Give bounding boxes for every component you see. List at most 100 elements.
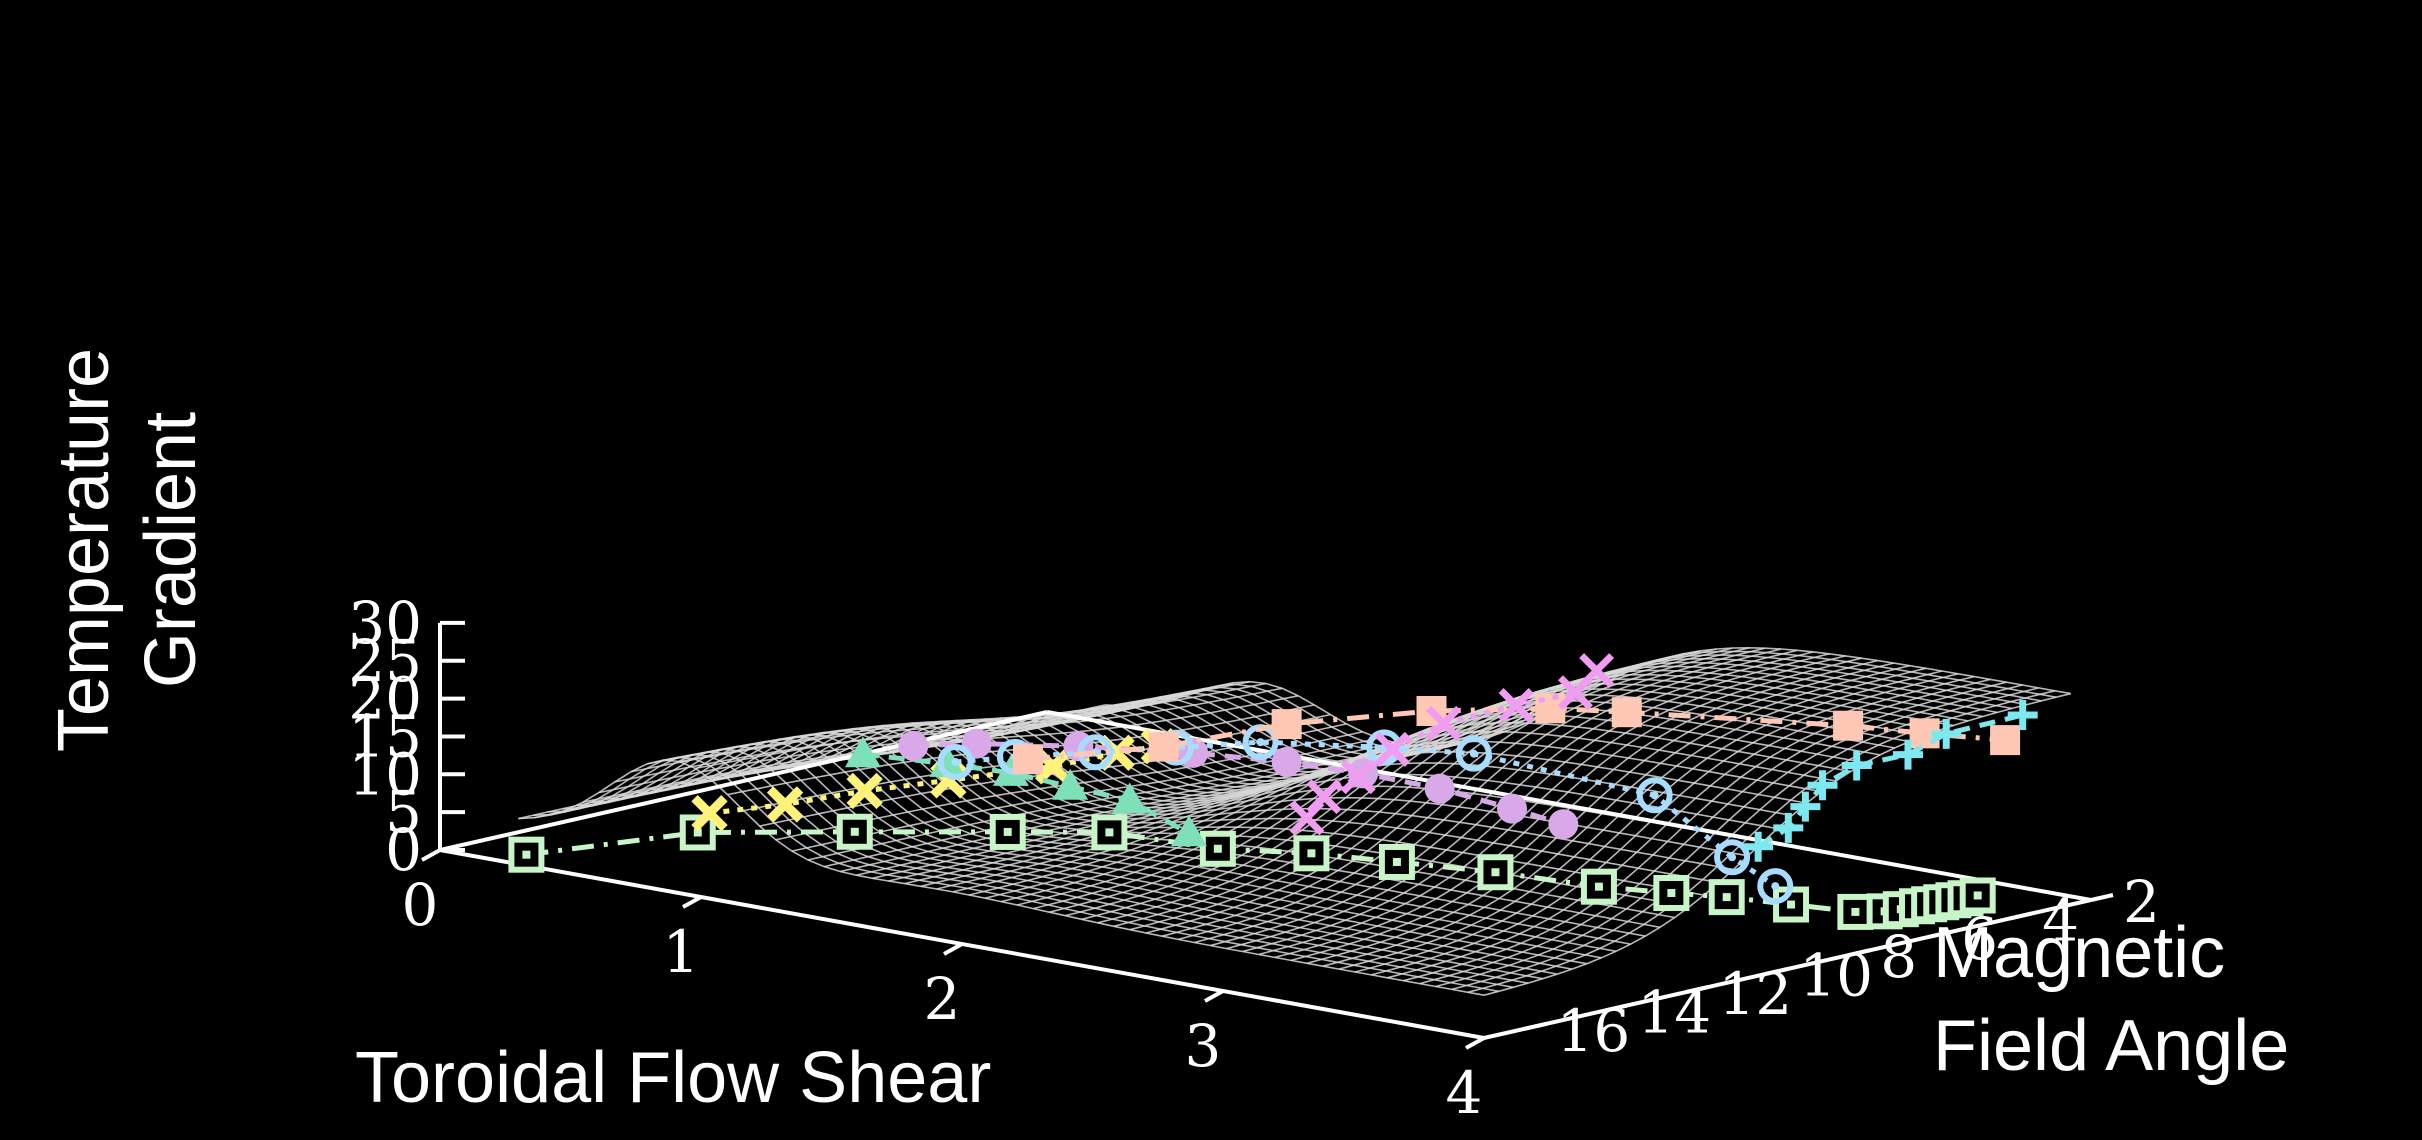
surface-grid-line [695, 687, 1283, 770]
data-point [1271, 709, 1302, 740]
data-point [1455, 735, 1492, 772]
y-tick-mark [1847, 948, 1871, 958]
data-point-center [693, 828, 702, 837]
z-tick-label: 5 [385, 778, 422, 846]
surface-grid-line [1290, 659, 1878, 962]
data-point [898, 730, 929, 761]
surface-grid-line [679, 682, 1267, 763]
y-tick-label: 2 [2123, 868, 2160, 936]
data-point [1743, 831, 1774, 862]
data-point-center [1722, 893, 1731, 902]
z-axis-label-line1: Temperature [44, 348, 124, 752]
data-point [1498, 687, 1534, 723]
data-point [929, 745, 966, 777]
data-point [846, 772, 883, 810]
data-point [1579, 653, 1615, 689]
data-point [1892, 739, 1923, 770]
data-point [2007, 700, 2038, 731]
data-point-center [951, 757, 960, 766]
data-point [691, 795, 728, 832]
data-point-center [1851, 907, 1860, 916]
data-point-center [1728, 853, 1737, 862]
data-point [1931, 718, 1962, 749]
surface-grid-line [759, 723, 1347, 827]
data-point-center [1973, 891, 1982, 900]
x-tick-label: 1 [663, 918, 700, 986]
x-tick-label: 3 [1185, 1012, 1222, 1080]
surface-grid-line [984, 699, 1572, 899]
data-point-center [850, 827, 859, 836]
x-tick-label: 4 [1446, 1059, 1483, 1127]
data-point [1497, 793, 1528, 824]
surface-grid-line [968, 707, 1556, 896]
surface-grid-line [1210, 649, 1798, 947]
surface-grid-line [1258, 655, 1846, 956]
data-point [1306, 779, 1342, 815]
surface-grid-line [1226, 651, 1814, 950]
z-tick-label: 15 [348, 702, 422, 770]
surface-grid-line [1387, 675, 1975, 979]
surface-grid-line [1306, 662, 1894, 965]
data-point [989, 813, 1026, 850]
y-tick-label: 8 [1880, 923, 1917, 991]
z-tick-label: 30 [348, 589, 422, 657]
data-point-center [1392, 857, 1401, 866]
y-tick-label: 10 [1799, 942, 1873, 1010]
data-point [1378, 843, 1415, 880]
data-point [1837, 893, 1874, 930]
data-point [1111, 782, 1148, 814]
surface-grid-line [1000, 690, 1589, 903]
surface-grid-line [920, 730, 1508, 888]
base-edge-back-left [439, 710, 1048, 852]
z-tick-label: 0 [385, 816, 422, 884]
data-point [766, 786, 804, 823]
data-point [1714, 839, 1751, 876]
data-point [1340, 759, 1376, 795]
series-6 [1289, 653, 1615, 836]
series-5 [1012, 693, 2021, 775]
surface-grid-line [663, 680, 1251, 761]
data-point-center [1256, 738, 1265, 747]
data-point [1841, 750, 1872, 781]
surface-grid-line [711, 695, 1299, 781]
y-axis-label-line2: Field Angle [1933, 1006, 2289, 1086]
data-point [1548, 809, 1579, 840]
data-point-center [1003, 827, 1012, 836]
surface-grid-line [1194, 648, 1782, 944]
y-tick-mark [1766, 966, 1790, 976]
surface-grid-line [1451, 687, 2039, 991]
surface-grid-line [936, 723, 1524, 890]
series-7 [1743, 700, 2038, 862]
surface-grid-line [1403, 678, 1991, 982]
data-point [1424, 773, 1455, 804]
data-series [508, 653, 2038, 930]
x-tick-mark [421, 848, 441, 862]
surface-grid-line [1161, 647, 1750, 937]
data-point [1052, 768, 1089, 800]
data-point [1374, 731, 1410, 767]
data-point-center [1105, 828, 1114, 837]
series-0 [508, 813, 1996, 930]
data-point [1535, 693, 1566, 724]
data-point [937, 743, 974, 780]
surface-grid-line [1338, 667, 1927, 970]
data-point [1426, 705, 1462, 741]
y-tick-mark [1685, 985, 1709, 994]
x-tick-label: 0 [402, 871, 439, 939]
data-point-center [1667, 888, 1676, 897]
y-tick-mark [1524, 1021, 1547, 1031]
data-point [1990, 725, 2021, 756]
z-tick-label: 20 [348, 665, 422, 733]
x-tick-mark [1465, 1036, 1485, 1050]
y-tick-label: 6 [1961, 905, 1998, 973]
y-tick-label: 14 [1637, 978, 1711, 1046]
surface-grid-line [1129, 648, 1717, 931]
data-point-center [1491, 868, 1500, 877]
y-tick-mark [2009, 911, 2033, 921]
surface-grid-line [1419, 681, 2007, 985]
data-point [844, 736, 881, 768]
series-2 [844, 736, 1208, 847]
surface-grid-line [1322, 664, 1910, 967]
data-point-center [522, 850, 531, 859]
y-tick-label: 4 [2042, 886, 2079, 954]
